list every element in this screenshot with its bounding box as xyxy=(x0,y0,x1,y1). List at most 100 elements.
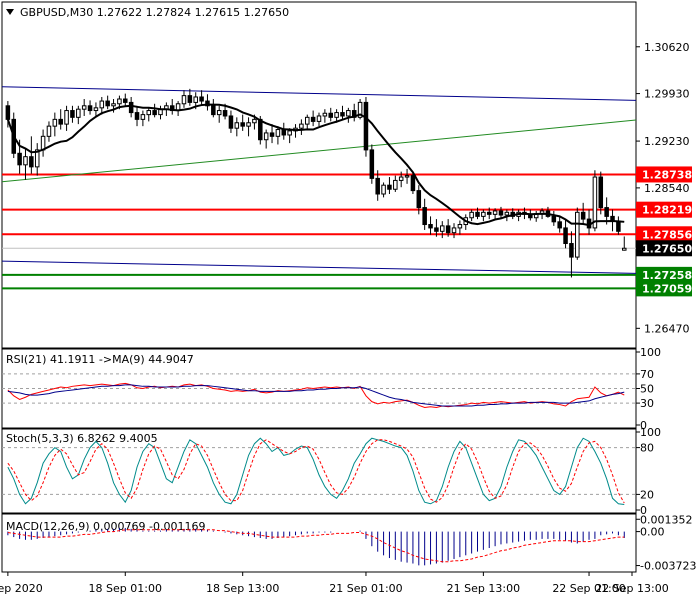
candle-body xyxy=(328,112,334,118)
price-level-tag xyxy=(636,266,692,283)
price-level-label: 1.27059 xyxy=(642,282,692,295)
candle-body xyxy=(504,211,510,216)
candle-body xyxy=(105,100,110,107)
price-tick-label: 1.29230 xyxy=(644,135,690,148)
candle-body xyxy=(87,105,93,112)
candle-body xyxy=(99,100,105,109)
macd-signal-line xyxy=(7,529,625,563)
candle-body xyxy=(434,227,439,232)
osc-tick-label: 0 xyxy=(640,504,647,517)
time-tick-label: 21 Sep 13:00 xyxy=(447,582,520,595)
candle-body xyxy=(93,107,99,112)
symbol-dropdown-icon[interactable] xyxy=(6,9,14,15)
candle-body xyxy=(58,118,63,125)
moving-average-line xyxy=(6,103,625,227)
candle-body xyxy=(234,122,240,129)
candle-body xyxy=(387,184,392,190)
candle-body xyxy=(258,118,263,141)
candle-body xyxy=(181,95,187,105)
candle-body xyxy=(621,247,627,251)
candle-body xyxy=(492,210,498,215)
moving-average xyxy=(6,103,625,227)
stoch-title: Stoch(5,3,3) 6.8262 9.4005 xyxy=(6,432,158,445)
time-axis: 17 Sep 2020 18 Sep 01:00 18 Sep 13:00 21 Se… xyxy=(0,572,669,595)
price-level-tag xyxy=(636,166,692,183)
candle-body xyxy=(199,96,204,102)
candle-body xyxy=(422,207,427,226)
candle-body xyxy=(604,207,609,217)
series-line xyxy=(7,382,625,408)
macd-frame xyxy=(1,513,637,573)
candle-body xyxy=(123,98,128,103)
candle-body xyxy=(111,103,116,107)
price-level-label: 1.27258 xyxy=(642,269,692,282)
candle-body xyxy=(557,221,562,229)
trendline xyxy=(1,86,637,101)
macd-tick-label: -0.003723 xyxy=(640,560,696,573)
osc-tick-label: 0 xyxy=(640,419,647,432)
candle-body xyxy=(445,225,451,234)
series-line xyxy=(7,437,625,506)
candle-body xyxy=(46,125,52,137)
candle-body xyxy=(287,130,292,136)
candle-body xyxy=(228,115,234,129)
macd-title: MACD(12,26,9) 0.000769 -0.001169 xyxy=(6,520,205,533)
candle-body xyxy=(23,156,28,166)
candle-body xyxy=(269,132,275,137)
candle-body xyxy=(240,122,245,127)
candle-body xyxy=(34,149,40,168)
candle-body xyxy=(469,211,474,219)
panel-frames xyxy=(1,1,637,573)
osc-tick-label: 100 xyxy=(640,346,661,359)
candle-body xyxy=(451,227,457,234)
candle-body xyxy=(152,110,157,116)
candle-body xyxy=(410,175,416,192)
candle-body xyxy=(76,108,81,118)
candle-body xyxy=(498,210,504,216)
price-tick-label: 1.28540 xyxy=(644,182,690,195)
candle-body xyxy=(598,176,604,209)
candle-body xyxy=(616,220,621,232)
candle-body xyxy=(117,98,122,105)
candle-body xyxy=(299,123,304,129)
time-tick-label: 22 Sep 01:00 xyxy=(552,582,625,595)
series-line xyxy=(7,384,625,407)
time-tick-label: 21 Sep 01:00 xyxy=(329,582,402,595)
candle-body xyxy=(375,177,380,195)
price-level-label: 1.28738 xyxy=(642,168,692,181)
candle-body xyxy=(128,101,134,114)
candle-body xyxy=(369,149,375,179)
candle-body xyxy=(404,175,410,178)
price-level-tag xyxy=(636,226,692,243)
time-tick-label: 17 Sep 2020 xyxy=(0,582,43,595)
candle-body xyxy=(211,105,216,116)
price-level-tag xyxy=(636,280,692,297)
candle-body xyxy=(357,101,363,118)
candle-body xyxy=(193,96,198,103)
price-levels xyxy=(2,173,636,290)
stochastic-panel: Stoch(5,3,3) 6.8262 9.4005 100 80 20 0 xyxy=(2,426,661,517)
macd-tick-label: 0.001352 xyxy=(640,513,693,526)
candle-body xyxy=(416,190,422,209)
candle-body xyxy=(146,110,152,116)
candle-body xyxy=(428,224,433,229)
macd-panel: MACD(12,26,9) 0.000769 -0.001169 0.00135… xyxy=(6,513,696,572)
candle-body xyxy=(393,179,398,190)
candle-body xyxy=(64,110,69,125)
time-tick-label: 22 Sep 13:00 xyxy=(595,582,668,595)
candle-body xyxy=(187,95,193,103)
osc-tick-label: 100 xyxy=(640,426,661,439)
series-line xyxy=(7,439,625,504)
candle-body xyxy=(316,115,322,122)
candle-body xyxy=(363,101,369,151)
candle-body xyxy=(246,122,251,127)
osc-tick-label: 20 xyxy=(640,488,654,501)
osc-tick-label: 70 xyxy=(640,368,654,381)
candle-body xyxy=(457,224,463,229)
price-tick-label: 1.26470 xyxy=(644,322,690,335)
trendline xyxy=(1,260,637,274)
macd-tick-label: 0.00 xyxy=(640,526,665,539)
trendline xyxy=(1,119,637,183)
